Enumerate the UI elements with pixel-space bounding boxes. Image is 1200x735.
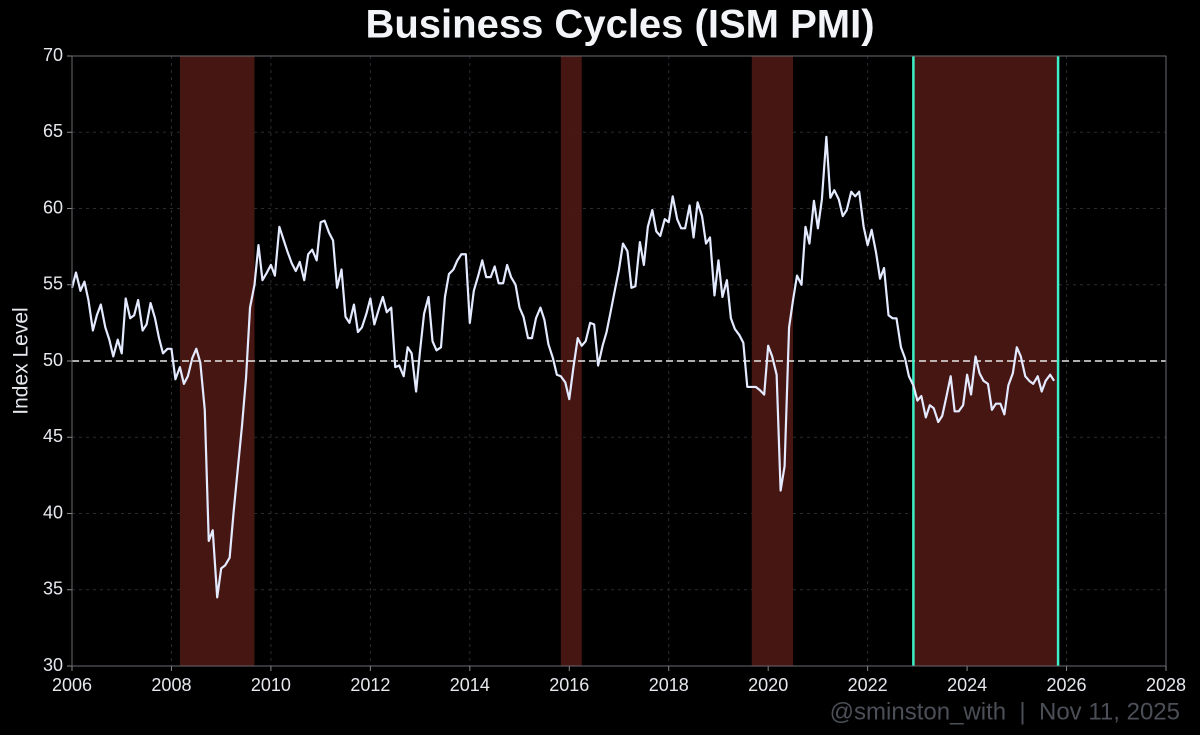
y-tick-label: 35 (43, 579, 63, 599)
x-tick-label: 2022 (848, 675, 888, 695)
y-tick-label: 50 (43, 350, 63, 370)
y-tick-label: 70 (43, 45, 63, 65)
x-tick-label: 2028 (1146, 675, 1186, 695)
x-tick-label: 2010 (251, 675, 291, 695)
x-tick-label: 2016 (549, 675, 589, 695)
x-tick-label: 2020 (748, 675, 788, 695)
y-axis-label: Index Level (10, 307, 33, 414)
y-tick-label: 55 (43, 274, 63, 294)
x-tick-label: 2006 (52, 675, 92, 695)
plot-frame (71, 55, 1167, 667)
x-tick-label: 2014 (450, 675, 490, 695)
data-line (70, 135, 1056, 599)
y-tick-label: 40 (43, 502, 63, 522)
x-tick-label: 2008 (151, 675, 191, 695)
y-tick-label: 45 (43, 426, 63, 446)
x-tick-label: 2026 (1047, 675, 1087, 695)
y-tick-label: 60 (43, 197, 63, 217)
x-tick-label: 2024 (947, 675, 987, 695)
x-tick-label: 2018 (649, 675, 689, 695)
watermark: @sminston_with | Nov 11, 2025 (830, 698, 1180, 725)
y-tick-label: 30 (43, 655, 63, 675)
chart-title: Business Cycles (ISM PMI) (365, 3, 874, 47)
x-tick-label: 2012 (350, 675, 390, 695)
y-tick-label: 65 (43, 121, 63, 141)
